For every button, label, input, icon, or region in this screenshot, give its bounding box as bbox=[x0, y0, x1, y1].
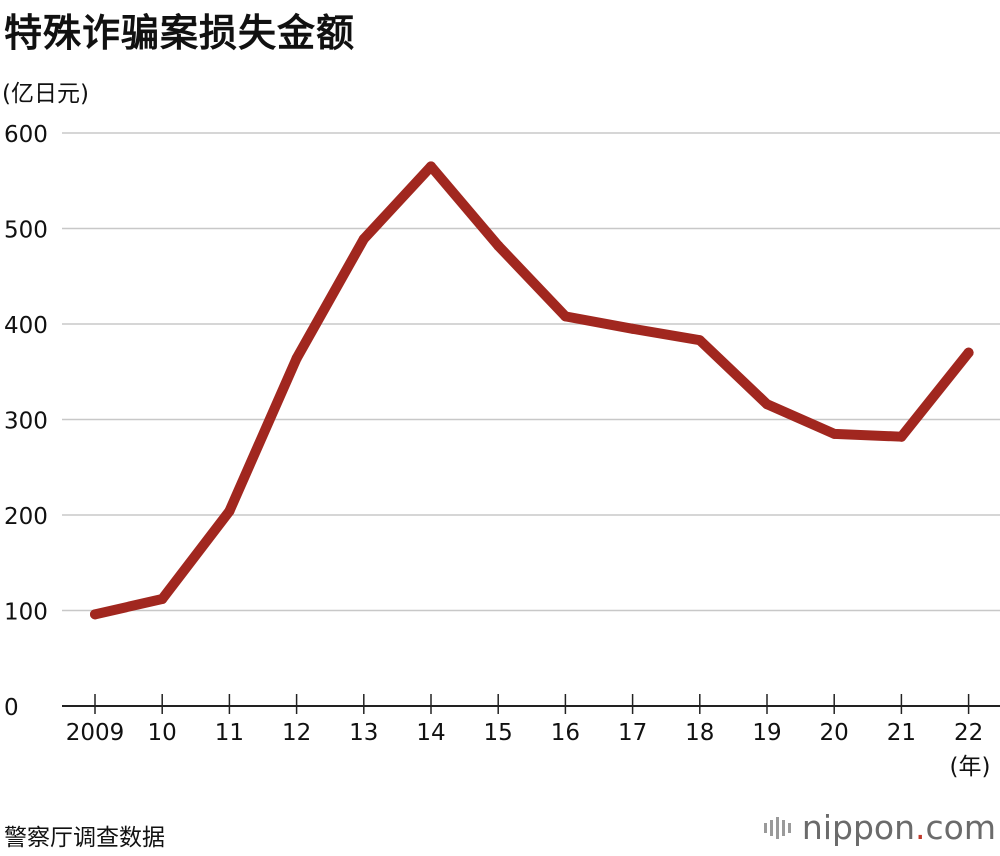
data-point bbox=[829, 428, 840, 439]
x-tick-label: 2009 bbox=[66, 720, 125, 746]
source-note: 警察厅调查数据 bbox=[4, 825, 165, 851]
gridlines bbox=[62, 132, 1000, 707]
y-tick-label: 300 bbox=[4, 409, 48, 435]
x-tick-label: 14 bbox=[416, 720, 445, 746]
data-point bbox=[762, 399, 772, 410]
y-tick-label: 600 bbox=[4, 122, 48, 148]
x-tick-label: 21 bbox=[887, 720, 916, 746]
data-point bbox=[896, 431, 907, 442]
x-tick-label: 10 bbox=[148, 720, 177, 746]
x-tick-label: 20 bbox=[820, 720, 849, 746]
nippon-logo: nippon. com bbox=[763, 808, 996, 847]
data-point bbox=[694, 335, 705, 346]
y-tick-label: 500 bbox=[4, 218, 48, 244]
brand-tld: com bbox=[925, 808, 996, 847]
data-point bbox=[90, 609, 100, 620]
data-point bbox=[157, 594, 168, 605]
chart-title: 特殊诈骗案损失金额 bbox=[4, 11, 356, 55]
y-axis-unit-label: (亿日元) bbox=[2, 81, 89, 107]
brand-dot: . bbox=[915, 808, 926, 847]
x-axis-unit-label: (年) bbox=[950, 754, 991, 780]
y-tick-labels: 0 100 200 300 400 500 600 bbox=[4, 122, 48, 721]
series-line bbox=[90, 161, 974, 620]
data-point bbox=[291, 353, 302, 364]
data-point bbox=[560, 311, 571, 322]
x-tick-label: 17 bbox=[618, 720, 647, 746]
data-point bbox=[426, 161, 436, 172]
x-tick-label: 12 bbox=[282, 720, 311, 746]
x-tick-labels: 2009 10 11 12 13 14 15 16 17 18 19 20 21 22 bbox=[66, 694, 983, 746]
brand-name: nippon bbox=[801, 808, 916, 847]
data-point bbox=[224, 506, 235, 517]
x-tick-label: 18 bbox=[685, 720, 714, 746]
x-tick-label: 19 bbox=[752, 720, 781, 746]
data-point bbox=[493, 240, 504, 251]
data-point bbox=[963, 347, 974, 358]
x-tick-label: 16 bbox=[551, 720, 580, 746]
y-tick-label: 400 bbox=[4, 313, 48, 339]
series-polyline bbox=[90, 161, 974, 620]
data-point bbox=[627, 323, 638, 334]
nippon-bars-icon bbox=[763, 816, 794, 839]
x-tick-label: 13 bbox=[349, 720, 378, 746]
y-tick-label: 0 bbox=[4, 695, 19, 721]
data-point bbox=[358, 234, 369, 245]
x-tick-label: 22 bbox=[954, 720, 983, 746]
y-tick-label: 100 bbox=[4, 600, 48, 626]
y-tick-label: 200 bbox=[4, 504, 48, 530]
x-tick-label: 15 bbox=[484, 720, 513, 746]
x-tick-label: 11 bbox=[215, 720, 244, 746]
